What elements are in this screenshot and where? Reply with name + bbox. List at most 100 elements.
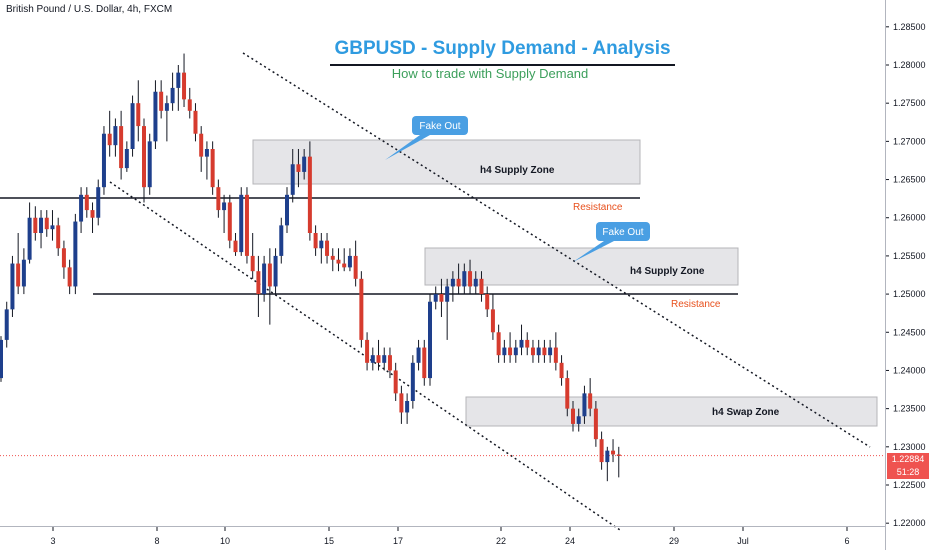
candle[interactable]: [468, 259, 473, 295]
candle[interactable]: [387, 347, 392, 379]
candle[interactable]: [416, 339, 421, 371]
candle[interactable]: [370, 347, 375, 371]
candle[interactable]: [393, 362, 398, 401]
candle[interactable]: [96, 179, 101, 226]
candle[interactable]: [67, 259, 72, 295]
candle[interactable]: [33, 206, 38, 241]
candle[interactable]: [485, 286, 490, 317]
candle[interactable]: [79, 187, 84, 233]
candle[interactable]: [542, 339, 547, 363]
candle[interactable]: [256, 255, 261, 317]
candle[interactable]: [302, 149, 307, 180]
candle[interactable]: [399, 385, 404, 424]
candle[interactable]: [428, 294, 432, 386]
candle[interactable]: [611, 439, 616, 463]
candle[interactable]: [153, 80, 158, 149]
candle[interactable]: [439, 278, 444, 317]
candle[interactable]: [616, 446, 621, 478]
candle[interactable]: [336, 248, 341, 272]
candle[interactable]: [159, 80, 164, 119]
candle[interactable]: [84, 187, 89, 218]
candle[interactable]: [593, 401, 598, 447]
candle[interactable]: [313, 225, 318, 256]
candle[interactable]: [39, 210, 44, 249]
candle[interactable]: [405, 393, 410, 424]
candle[interactable]: [10, 255, 15, 317]
candle[interactable]: [450, 271, 455, 302]
candle[interactable]: [239, 187, 244, 256]
candle[interactable]: [325, 233, 330, 264]
candle[interactable]: [73, 213, 78, 295]
candle[interactable]: [530, 339, 535, 363]
candle[interactable]: [244, 187, 249, 264]
candle[interactable]: [101, 126, 106, 195]
candle[interactable]: [204, 141, 209, 180]
candle[interactable]: [422, 339, 427, 386]
candle[interactable]: [502, 339, 507, 363]
candle[interactable]: [222, 194, 227, 233]
candle[interactable]: [27, 202, 32, 264]
candle[interactable]: [319, 233, 324, 264]
candle[interactable]: [233, 233, 238, 256]
symbol-info[interactable]: British Pound / U.S. Dollar, 4h, FXCM: [6, 4, 173, 15]
candle[interactable]: [525, 332, 530, 356]
candle[interactable]: [16, 233, 21, 295]
candle[interactable]: [588, 378, 593, 417]
candle[interactable]: [147, 133, 152, 195]
candle[interactable]: [107, 110, 112, 157]
candle[interactable]: [285, 187, 289, 233]
candle[interactable]: [433, 286, 438, 310]
candle[interactable]: [176, 65, 181, 111]
candle[interactable]: [559, 355, 564, 386]
candle[interactable]: [250, 233, 255, 279]
candle[interactable]: [571, 401, 575, 432]
x-axis[interactable]: 3 8 10 15 17 22 24 29 Jul 6: [50, 527, 850, 546]
candle[interactable]: [170, 72, 175, 111]
candle[interactable]: [61, 240, 66, 279]
candle[interactable]: [0, 336, 3, 382]
candle[interactable]: [347, 248, 352, 272]
candle[interactable]: [565, 370, 570, 417]
candle[interactable]: [605, 446, 610, 482]
candle[interactable]: [508, 332, 513, 363]
candle[interactable]: [342, 248, 347, 272]
candle[interactable]: [119, 110, 124, 180]
candle[interactable]: [273, 248, 278, 295]
candle[interactable]: [130, 95, 135, 157]
candle[interactable]: [182, 53, 187, 107]
candle[interactable]: [462, 263, 467, 295]
y-axis[interactable]: 1.28500 1.28000 1.27500 1.27000 1.26500 1.260…: [885, 22, 926, 528]
candle[interactable]: [582, 385, 587, 424]
candle[interactable]: [513, 339, 518, 363]
candle[interactable]: [536, 339, 541, 363]
candle[interactable]: [496, 324, 501, 363]
candle[interactable]: [262, 255, 267, 302]
candle[interactable]: [21, 248, 26, 295]
candle[interactable]: [193, 103, 198, 142]
candle[interactable]: [227, 194, 232, 249]
candle[interactable]: [210, 141, 215, 195]
candle[interactable]: [456, 263, 461, 295]
candle[interactable]: [290, 149, 295, 203]
candle[interactable]: [410, 355, 415, 409]
candle[interactable]: [90, 202, 95, 233]
candle[interactable]: [553, 332, 558, 371]
candle[interactable]: [307, 141, 312, 241]
candle[interactable]: [136, 80, 141, 142]
candle[interactable]: [50, 210, 55, 241]
candle[interactable]: [216, 179, 221, 218]
candle[interactable]: [473, 271, 478, 295]
candle[interactable]: [519, 324, 524, 356]
candle[interactable]: [267, 248, 272, 325]
candle[interactable]: [359, 271, 364, 348]
candle[interactable]: [56, 217, 61, 256]
candle[interactable]: [4, 301, 9, 348]
candle[interactable]: [479, 271, 484, 302]
candle[interactable]: [199, 126, 204, 172]
candle[interactable]: [353, 240, 358, 287]
candle[interactable]: [365, 332, 370, 371]
candle[interactable]: [576, 408, 581, 432]
candle[interactable]: [187, 87, 192, 119]
candle[interactable]: [113, 118, 118, 157]
